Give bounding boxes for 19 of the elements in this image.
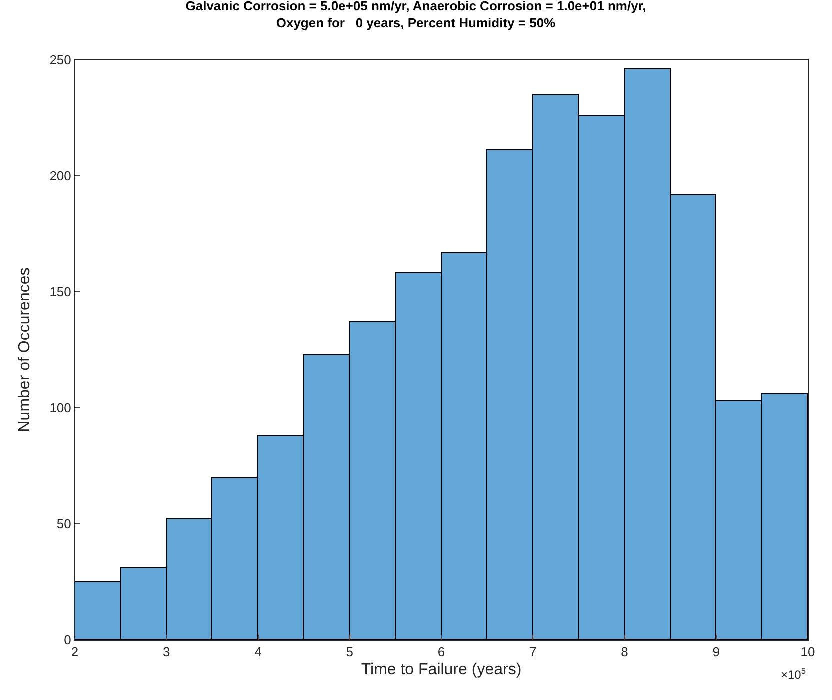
y-tick-label: 100: [50, 400, 72, 416]
x-axis-title: Time to Failure (years): [361, 661, 522, 678]
y-axis-title: Number of Occurences: [16, 268, 34, 432]
x-tick-label: 2: [71, 644, 79, 660]
x-tick-label: 9: [712, 644, 720, 660]
y-tick-label: 200: [50, 168, 72, 184]
x-tick-label: 10: [800, 644, 816, 660]
chart-title: Galvanic Corrosion = 5.0e+05 nm/yr, Anaerobic Corrosion = 1.0e+01 nm/yr, Oxygen for 0 years, Percent Humidity = 50%: [186, 0, 646, 30]
y-tick-label: 250: [50, 52, 72, 68]
x-tick-label: 3: [163, 644, 170, 660]
x-tick-label: 7: [530, 644, 537, 660]
x-tick-label: 5: [346, 644, 354, 660]
text: ×10$^{5}$: [781, 666, 806, 682]
y-tick-label: 50: [56, 516, 72, 532]
x-tick-label: 6: [438, 644, 446, 660]
x-tick-label: 4: [254, 644, 262, 660]
y-tick-label: 150: [50, 284, 72, 300]
y-tick-label: 0: [64, 632, 72, 648]
x-tick-label: 8: [621, 644, 628, 660]
